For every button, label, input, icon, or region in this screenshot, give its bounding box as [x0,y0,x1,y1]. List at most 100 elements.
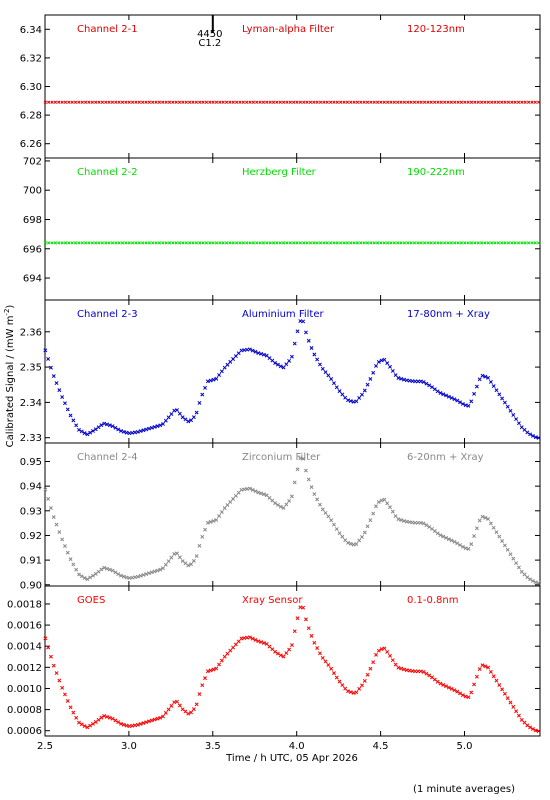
data-point [88,430,93,435]
data-point [463,694,468,699]
data-point [453,100,457,104]
data-point [149,718,154,723]
data-point [151,241,155,245]
data-point [508,408,513,413]
data-point [265,100,269,104]
data-point [460,401,465,406]
data-point [99,715,104,720]
data-point [259,491,264,496]
data-point [407,520,412,525]
data-point [130,241,135,245]
data-point [522,572,527,577]
data-point [422,241,427,245]
data-point [194,554,199,559]
y-tick-label: 6.34 [20,25,42,36]
data-point [354,542,359,546]
data-point [497,534,502,539]
data-point [203,527,208,532]
footnote: (1 minute averages) [413,784,515,795]
data-point [71,562,76,567]
data-point [393,514,398,518]
data-point [309,485,314,490]
data-point [70,241,74,245]
data-point [68,705,73,710]
data-point [510,241,514,245]
data-point [466,546,471,551]
data-point [147,571,151,576]
data-point [288,241,292,245]
data-point [343,538,348,543]
data-point [53,241,58,245]
data-point [530,241,534,245]
data-point [322,100,326,104]
data-point [458,543,463,548]
data-point [214,241,219,245]
data-point [181,100,185,104]
data-point [71,710,76,715]
data-point [214,376,219,381]
data-point [505,404,510,409]
data-point [359,100,363,104]
data-point [352,241,356,245]
data-point [406,241,410,245]
data-point [436,100,440,104]
data-point [62,401,67,406]
data-point [233,354,238,359]
data-point [469,399,474,404]
data-point [144,100,148,104]
data-point [303,330,308,335]
data-point [172,551,177,556]
data-point [194,702,199,707]
data-point [65,699,70,703]
data-point [204,241,209,245]
data-point [525,430,530,435]
data-point [198,100,202,104]
data-point [116,572,121,577]
data-point [189,418,194,423]
data-point [385,241,390,245]
series-5 [43,605,541,734]
data-point [523,241,527,245]
data-point [275,651,280,656]
x-axis: 2.5 3.0 3.5 4.0 4.5 5.0 [37,741,472,752]
data-point [169,412,174,416]
data-point [322,241,326,245]
data-point [412,241,417,245]
data-point [455,398,460,403]
data-point [130,100,135,104]
data-point [480,373,485,378]
data-point [312,352,317,357]
data-point [320,366,325,371]
y-tick-label: 2.36 [20,327,42,338]
data-point [362,241,366,245]
y-tick-label: 700 [23,186,42,197]
data-point [211,519,216,523]
data-point [228,648,233,653]
data-point [99,567,104,572]
data-point [135,429,140,434]
data-point [372,100,376,104]
data-point [446,241,450,245]
data-point [242,348,247,353]
data-point [483,241,487,245]
data-point [275,241,279,245]
panel-frame [44,157,541,301]
data-point [308,241,313,245]
data-point [479,241,484,245]
data-point [516,421,521,426]
data-point [267,644,272,649]
data-point [138,429,143,434]
data-point [329,666,334,671]
data-point [295,329,300,334]
data-point [326,373,331,378]
panel-2: 694 696 698 700 702 Channel 2-2 Herzberg Filte… [23,156,541,301]
y-tick-label: 2.33 [20,433,42,444]
data-point [259,640,264,645]
data-point [418,669,423,674]
data-point [477,377,482,382]
filter-label: Zirconium Filter [242,452,321,463]
data-point [236,639,241,644]
data-point [323,370,328,375]
data-point [449,100,454,104]
data-point [68,413,73,418]
